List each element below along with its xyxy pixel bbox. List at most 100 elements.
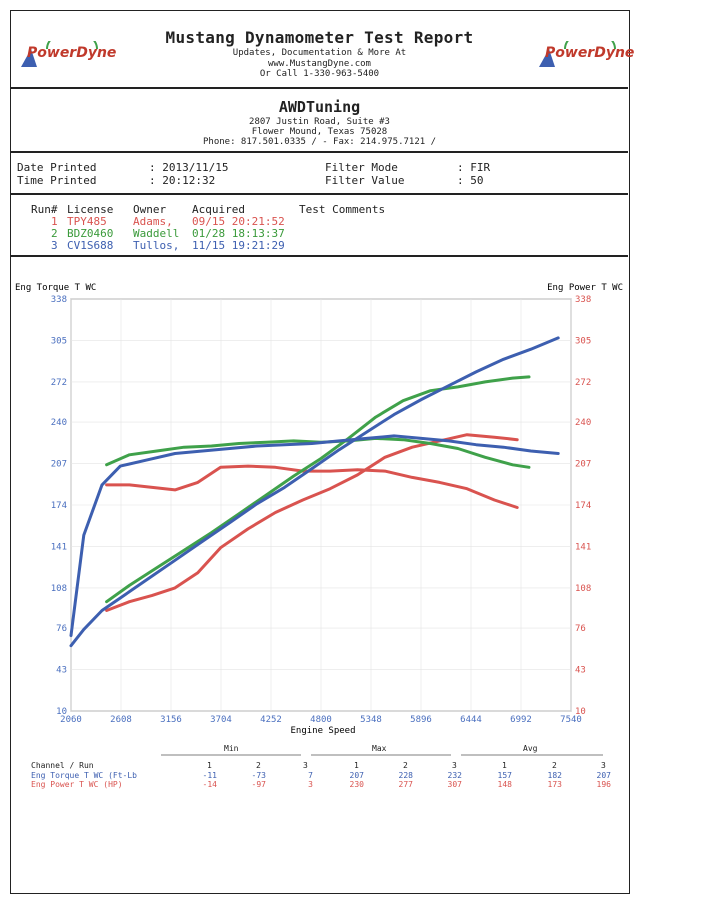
table-cell: 207 [349,771,364,780]
x-tick-label: 6444 [460,715,482,725]
run-3-power-point [174,559,176,562]
run-1-torque-point [493,499,496,501]
run-col: 2 [552,761,557,770]
table-cell: 230 [349,780,364,789]
run-1-power-point [493,436,496,438]
run-1-power-point [301,499,304,501]
shop-info: AWDTuning 2807 Justin Road, Suite #3 Flo… [11,89,628,153]
run-2-torque-point [429,442,432,445]
run-2-torque-point [457,447,459,450]
right-y-tick-label: 207 [575,460,591,470]
run-2-power-point [528,376,530,378]
table-cell: 277 [398,780,413,789]
left-axis-title: Eng Torque T WC [15,283,96,293]
run-2-power-point [128,584,131,587]
run-2-torque-point [402,438,404,441]
x-tick-label: 4252 [260,715,282,725]
run-1-power-point [105,609,108,612]
run-3-power-point [201,540,204,543]
run-3-power-point [475,371,477,373]
shop-phone: Phone: 817.501.0335 / - Fax: 214.975.712… [203,137,436,147]
run-col: 1 [502,761,507,770]
run-1-torque-point [329,470,331,472]
run-owner: Tullos, [133,239,180,252]
run-owner: Adams, [133,215,173,228]
run-1-torque-point [105,484,108,486]
run-1-torque-point [197,481,199,484]
runs-header-run: Run# [31,203,58,216]
report-sheet: PowerDyne PowerDyne Mustang Dynamometer … [10,10,634,895]
run-3-power-point [338,448,341,451]
run-3-torque-point [256,445,258,447]
left-y-tick-label: 174 [51,501,67,511]
run-col: 3 [452,761,457,770]
run-3-torque-point [174,452,176,455]
chart-section: Eng Torque T WC Eng Power T WC Engine Sp… [11,257,628,895]
table-row-label: Eng Torque T WC (Ft-Lb [31,771,137,780]
run-3-torque-point [447,440,450,442]
group-min: Min [224,744,239,753]
run-3-torque-point [502,446,505,449]
run-1-power-point [174,587,176,589]
runs-header-license: License [67,203,114,216]
run-1-power-point [219,546,222,549]
header-phone: Or Call 1-330-963-5400 [259,69,380,79]
run-1-torque-point [274,466,277,469]
run-3-torque-point [311,442,313,445]
shop-address-2: Flower Mound, Texas 75028 [251,127,388,137]
run-1-power-point [356,474,359,476]
run-3-power-line [69,336,560,648]
left-y-tick-label: 43 [56,666,67,676]
run-3-torque-point [530,450,532,452]
run-3-torque-point [475,443,477,446]
print-info: Date Printed : 2013/11/15 Time Printed :… [11,153,628,195]
run-3-torque-point [101,484,103,486]
run-3-power-point [447,384,450,387]
run-3-power-point [283,486,286,489]
run-2-power-point [374,416,377,418]
run-2-torque-point [238,442,240,445]
dyno-chart: Eng Torque T WC Eng Power T WC Engine Sp… [15,283,623,736]
time-label: Time Printed [17,174,97,187]
run-2-torque-point [155,450,158,452]
run-1-power-point [197,572,199,574]
table-cell: 182 [547,771,562,780]
run-1-torque-point [151,486,154,489]
table-cell: 173 [547,780,562,789]
run-3-power-point [365,431,368,433]
x-tick-label: 4800 [310,715,332,725]
run-3-power-point [70,644,72,647]
left-y-tick-label: 207 [51,460,67,470]
right-y-tick-label: 240 [575,418,591,428]
run-3-power-point [119,597,122,599]
run-3-power-point [420,398,423,401]
table-cell: -97 [251,780,266,789]
left-y-tick-label: 10 [56,707,67,717]
run-2-power-point [402,399,404,402]
right-y-tick-label: 10 [575,707,586,717]
run-1-torque-point [516,506,518,509]
run-1-torque-point [219,466,222,469]
run-license: TPY485 [67,215,107,228]
run-3-torque-point [228,447,231,450]
runs-header-acquired: Acquired [192,203,245,216]
run-3-power-point [311,467,313,470]
run-col: 2 [403,761,408,770]
run-1-torque-point [247,465,249,467]
table-cell: 307 [447,780,462,789]
run-3-torque-point [420,437,423,440]
run-1-torque-line [105,464,519,509]
x-tick-label: 5896 [410,715,432,725]
runs-table: Run# License Owner Acquired Test Comment… [11,195,628,257]
table-cell: 7 [308,771,313,780]
table-cell: -73 [251,771,266,780]
run-3-power-point [393,413,395,416]
x-tick-label: 3156 [160,715,182,725]
left-y-tick-label: 108 [51,584,67,594]
run-3-torque-point [283,443,286,446]
run-2-torque-point [292,440,295,442]
run-2-power-point [105,600,108,603]
table-row-header: Channel / Run [31,761,94,770]
run-3-power-point [557,337,560,339]
x-axis-title: Engine Speed [290,726,355,736]
